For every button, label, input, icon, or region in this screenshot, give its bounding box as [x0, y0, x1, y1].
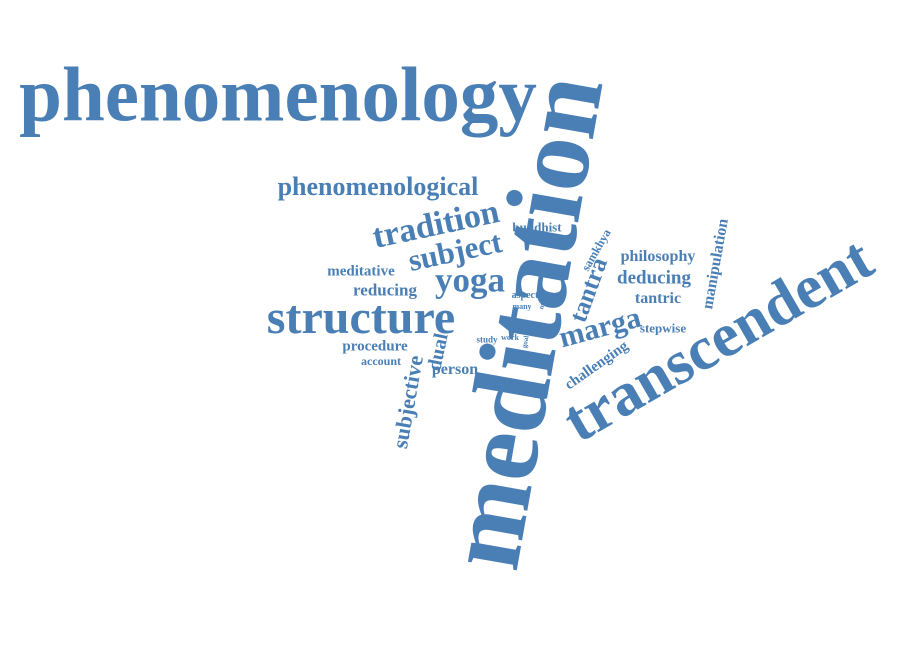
word-yoga: yoga: [435, 263, 505, 298]
word-aspect: aspect: [512, 291, 539, 301]
word-phenomenological: phenomenological: [278, 174, 479, 200]
word-phenomenology: phenomenology: [19, 57, 537, 134]
word-study: study: [476, 336, 497, 345]
word-structure: structure: [267, 294, 455, 342]
word-many: many: [512, 303, 531, 311]
word-tantric: tantric: [635, 291, 681, 307]
word-reducing: reducing: [353, 282, 417, 299]
word-philosophy: philosophy: [621, 249, 696, 265]
word-stepwise: stepwise: [640, 322, 686, 335]
word-subjective: subjective: [389, 354, 427, 450]
word-deducing: deducing: [617, 269, 691, 288]
word-account: account: [361, 355, 401, 367]
word-meditative: meditative: [327, 265, 394, 280]
word-buddhist: buddhist: [512, 221, 561, 234]
word-procedure: procedure: [342, 340, 407, 355]
word-work: work: [501, 334, 519, 342]
